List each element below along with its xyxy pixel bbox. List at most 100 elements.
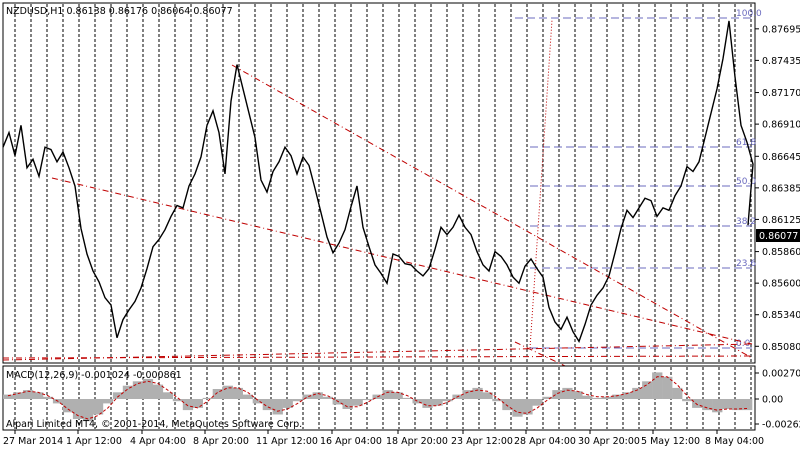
macd-bar	[562, 387, 573, 399]
macd-axis[interactable]: 0.002705 0.00 -0.002624	[755, 369, 800, 431]
fibonacci-level-label: 50.0	[736, 177, 756, 187]
time-tick-label: 11 Apr 12:00	[256, 436, 318, 447]
time-axis[interactable]: 27 Mar 2014 1 Apr 12:00 4 Apr 04:00 8 Apr 2…	[3, 430, 764, 447]
fibonacci-level-label: 100.0	[736, 9, 762, 19]
macd-tick-label: 0.002705	[762, 369, 800, 380]
macd-bar	[542, 396, 553, 399]
macd-bar	[692, 399, 703, 408]
macd-bar	[282, 399, 293, 408]
price-axis[interactable]: 0.87695 0.87435 0.87170 0.86910 0.86645 0.863…	[755, 24, 800, 353]
time-tick-label: 23 Apr 12:00	[451, 436, 513, 447]
macd-bar	[412, 399, 423, 404]
macd-bar	[532, 399, 543, 406]
macd-bar	[702, 399, 713, 411]
macd-pane[interactable]: MACD(12,26,9) -0.001024 -0.000861 Alpari…	[2, 365, 756, 431]
macd-tick-label: 0.00	[762, 395, 783, 406]
macd-bar	[42, 396, 54, 399]
fibonacci-level-label: 23.6	[736, 259, 756, 269]
macd-bar	[492, 399, 503, 402]
macd-bar	[142, 379, 154, 399]
base-trendline[interactable]	[2, 355, 753, 359]
price-tick-label: 0.85080	[762, 342, 800, 353]
macd-bar	[192, 399, 203, 408]
macd-signal-line	[7, 376, 748, 420]
macd-bar	[172, 399, 184, 402]
macd-bar	[102, 399, 114, 404]
macd-signal-polyline	[7, 376, 748, 420]
macd-bar	[392, 392, 403, 399]
macd-bar	[682, 399, 693, 402]
macd-bar	[112, 392, 124, 399]
macd-bar	[272, 399, 283, 415]
macd-bar	[582, 395, 593, 399]
price-pane[interactable]: 100.0 61.8 50.0 38.2 23.6 0.0 NZDUSD,H1 0.861…	[2, 2, 762, 367]
macd-tick-label: -0.002624	[762, 420, 800, 431]
fibonacci-retracement[interactable]: 100.0 61.8 50.0 38.2 23.6 0.0	[515, 9, 762, 349]
bid-price-label: 0.86077	[756, 229, 800, 242]
time-tick-label: 8 May 04:00	[705, 436, 764, 447]
macd-bar	[162, 392, 174, 399]
macd-bar	[522, 399, 533, 415]
support-trendline[interactable]	[2, 343, 753, 361]
time-tick-label: 27 Mar 2014	[3, 436, 63, 447]
macd-bar	[732, 399, 743, 411]
macd-bar	[722, 399, 733, 409]
price-tick-label: 0.85600	[762, 279, 800, 290]
time-tick-label: 8 Apr 20:00	[193, 436, 249, 447]
price-tick-label: 0.85340	[762, 310, 800, 321]
channel-lower-trendline[interactable]	[51, 177, 753, 345]
macd-bar	[742, 399, 753, 411]
macd-bar	[362, 399, 373, 401]
macd-bar	[432, 399, 443, 406]
macd-bar	[482, 392, 493, 399]
price-line	[2, 20, 754, 344]
macd-header: MACD(12,26,9) -0.001024 -0.000861	[6, 370, 182, 381]
macd-bar	[302, 394, 313, 399]
fibonacci-level-label: 0.0	[736, 339, 751, 349]
macd-bar	[612, 394, 623, 399]
macd-bar	[72, 399, 84, 419]
time-tick-label: 30 Apr 20:00	[578, 436, 640, 447]
macd-bar	[632, 387, 643, 399]
price-tick-label: 0.85860	[762, 247, 800, 258]
price-tick-label: 0.87170	[762, 88, 800, 99]
macd-bar	[672, 387, 683, 399]
price-tick-label: 0.86385	[762, 183, 800, 194]
macd-bar	[402, 397, 413, 399]
macd-bar	[342, 399, 353, 409]
macd-bar	[132, 381, 144, 399]
price-tick-label: 0.87435	[762, 56, 800, 67]
macd-bar	[152, 384, 164, 399]
macd-bar	[572, 391, 583, 399]
macd-bar	[622, 392, 633, 399]
time-tick-label: 5 May 12:00	[641, 436, 700, 447]
bid-label-background	[756, 229, 800, 242]
macd-bar	[3, 394, 14, 399]
symbol-header: NZDUSD,H1 0.86138 0.86176 0.86064 0.8607…	[6, 6, 233, 17]
trendline-channel[interactable]	[2, 19, 753, 367]
price-tick-label: 0.86125	[762, 215, 800, 226]
channel-extension-trendline[interactable]	[514, 341, 566, 367]
macd-bar	[212, 389, 223, 399]
fibonacci-trendline[interactable]	[529, 19, 553, 349]
copyright-text: Alpari Limited MT4, © 2001-2014, MetaQuo…	[6, 419, 302, 430]
price-tick-label: 0.86910	[762, 120, 800, 131]
price-pane-frame	[2, 2, 756, 364]
macd-bar	[82, 399, 94, 422]
macd-bar	[472, 387, 483, 399]
fibonacci-level-label: 38.2	[736, 217, 756, 227]
macd-bar	[62, 399, 74, 413]
price-polyline	[2, 20, 754, 344]
channel-upper-trendline[interactable]	[231, 64, 753, 359]
macd-bar	[662, 376, 673, 399]
macd-bar	[502, 399, 513, 411]
macd-bar	[552, 390, 563, 399]
time-tick-label: 1 Apr 12:00	[66, 436, 122, 447]
macd-bar	[382, 390, 393, 399]
macd-bar	[92, 399, 104, 415]
macd-bar	[312, 392, 323, 399]
macd-bar	[292, 399, 303, 402]
price-tick-label: 0.86645	[762, 152, 800, 163]
macd-bar	[33, 392, 44, 399]
